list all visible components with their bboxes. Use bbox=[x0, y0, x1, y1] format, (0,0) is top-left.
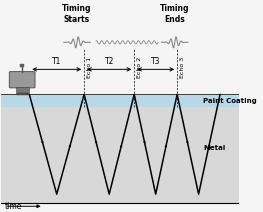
Text: T3: T3 bbox=[151, 57, 160, 66]
Text: time: time bbox=[4, 202, 22, 211]
Bar bbox=[17, 93, 28, 95]
Text: Paint Coating: Paint Coating bbox=[203, 98, 257, 104]
Text: T2: T2 bbox=[104, 57, 114, 66]
Text: Echo 3: Echo 3 bbox=[180, 57, 185, 78]
Text: Echo 2: Echo 2 bbox=[137, 57, 142, 78]
Bar bbox=[1, 1, 239, 94]
Bar bbox=[20, 64, 24, 67]
Bar bbox=[16, 87, 29, 93]
Text: T1: T1 bbox=[52, 57, 62, 66]
Text: Timing
Ends: Timing Ends bbox=[160, 4, 190, 24]
Bar bbox=[1, 94, 239, 107]
Text: Timing
Starts: Timing Starts bbox=[62, 4, 92, 24]
Bar bbox=[1, 107, 239, 202]
Text: Echo 1: Echo 1 bbox=[87, 57, 92, 78]
FancyBboxPatch shape bbox=[9, 72, 35, 88]
Text: Metal: Metal bbox=[203, 145, 226, 151]
